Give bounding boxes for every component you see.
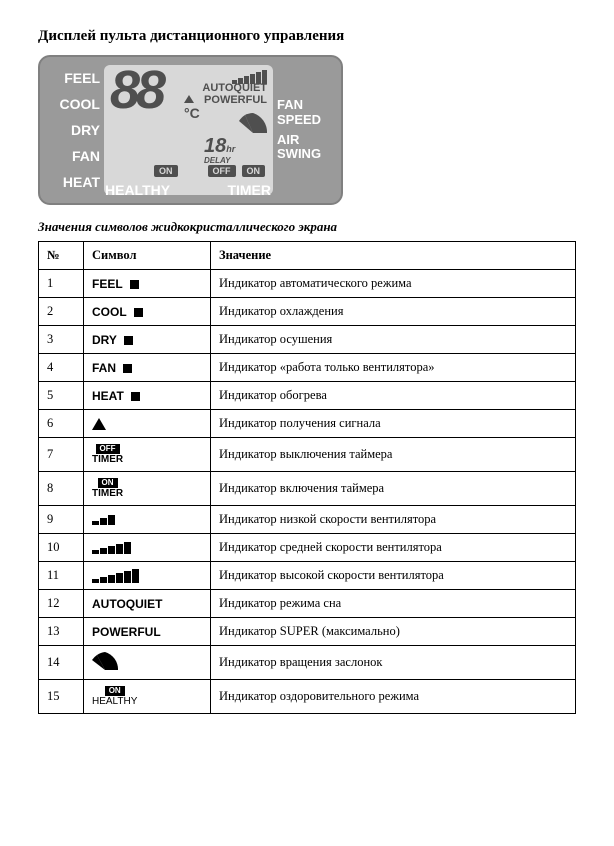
th-symbol: Символ <box>84 242 211 270</box>
subtitle: Значения символов жидкокристаллического … <box>38 219 576 235</box>
lcd-hr-num: 18 <box>204 135 226 157</box>
cell-symbol: HEAT <box>84 382 211 410</box>
cell-num: 15 <box>39 680 84 714</box>
cell-symbol: ONHEALTHY <box>84 680 211 714</box>
th-value: Значение <box>211 242 576 270</box>
lcd-deg-c: °C <box>184 105 200 121</box>
label-air-swing: AIR SWING <box>277 133 321 162</box>
lcd-autoquiet-powerful: AUTOQUIET POWERFUL <box>202 83 267 106</box>
mode-dry: DRY <box>71 123 100 137</box>
cell-num: 6 <box>39 410 84 438</box>
table-row: 12AUTOQUIETИндикатор режима сна <box>39 590 576 618</box>
remote-right-labels: FAN SPEED AIR SWING <box>273 65 333 195</box>
cell-num: 2 <box>39 298 84 326</box>
cell-value: Индикатор высокой скорости вентилятора <box>211 562 576 590</box>
cell-num: 3 <box>39 326 84 354</box>
cell-value: Индикатор вращения заслонок <box>211 646 576 680</box>
cell-value: Индикатор средней скорости вентилятора <box>211 534 576 562</box>
cell-num: 10 <box>39 534 84 562</box>
table-row: 11 Индикатор высокой скорости вентилятора <box>39 562 576 590</box>
cell-value: Индикатор SUPER (максимально) <box>211 618 576 646</box>
table-row: 4FAN Индикатор «работа только вентилятор… <box>39 354 576 382</box>
symbols-table: № Символ Значение 1FEEL Индикатор автома… <box>38 241 576 714</box>
cell-num: 8 <box>39 472 84 506</box>
lcd-hr-label: hr <box>226 144 235 154</box>
cell-symbol <box>84 506 211 534</box>
remote-bottom-labels: HEALTHY TIMER <box>105 182 271 198</box>
label-fan-speed: FAN SPEED <box>277 98 321 127</box>
page-title: Дисплей пульта дистанционного управления <box>38 28 576 45</box>
table-row: 7OFFTIMERИндикатор выключения таймера <box>39 438 576 472</box>
cell-symbol: AUTOQUIET <box>84 590 211 618</box>
remote-display: FEEL COOL DRY FAN HEAT 88 °C AUTOQUIET P… <box>38 55 343 205</box>
table-row: 15ONHEALTHYИндикатор оздоровительного ре… <box>39 680 576 714</box>
cell-symbol: OFFTIMER <box>84 438 211 472</box>
lcd-arrow-up-icon <box>184 95 194 103</box>
lcd-powerful: POWERFUL <box>204 94 267 106</box>
table-row: 6 Индикатор получения сигнала <box>39 410 576 438</box>
table-row: 2COOL Индикатор охлаждения <box>39 298 576 326</box>
lcd-on-2: ON <box>242 165 266 177</box>
table-row: 8ONTIMERИндикатор включения таймера <box>39 472 576 506</box>
lcd-hr-delay: 18hr DELAY <box>204 135 235 164</box>
table-row: 1FEEL Индикатор автоматического режима <box>39 270 576 298</box>
cell-value: Индикатор «работа только вентилятора» <box>211 354 576 382</box>
mode-feel: FEEL <box>64 71 100 85</box>
cell-symbol: COOL <box>84 298 211 326</box>
cell-value: Индикатор режима сна <box>211 590 576 618</box>
mode-cool: COOL <box>60 97 100 111</box>
remote-timer-label: TIMER <box>227 182 271 198</box>
cell-symbol: FAN <box>84 354 211 382</box>
lcd-swirl-icon <box>239 111 267 133</box>
cell-value: Индикатор оздоровительного режима <box>211 680 576 714</box>
lcd-on-1: ON <box>154 165 178 177</box>
cell-num: 4 <box>39 354 84 382</box>
table-row: 9 Индикатор низкой скорости вентилятора <box>39 506 576 534</box>
table-row: 14 Индикатор вращения заслонок <box>39 646 576 680</box>
page: Дисплей пульта дистанционного управления… <box>0 0 614 754</box>
cell-symbol <box>84 410 211 438</box>
cell-num: 13 <box>39 618 84 646</box>
cell-num: 14 <box>39 646 84 680</box>
cell-value: Индикатор включения таймера <box>211 472 576 506</box>
cell-symbol: DRY <box>84 326 211 354</box>
cell-value: Индикатор выключения таймера <box>211 438 576 472</box>
cell-symbol: ONTIMER <box>84 472 211 506</box>
remote-healthy-label: HEALTHY <box>105 182 170 198</box>
lcd-temp: 88 <box>110 65 162 121</box>
cell-value: Индикатор охлаждения <box>211 298 576 326</box>
lcd-on-off-row: ON OFF ON <box>154 165 265 177</box>
mode-fan: FAN <box>72 149 100 163</box>
cell-num: 1 <box>39 270 84 298</box>
lcd-off: OFF <box>208 165 236 177</box>
lcd-panel: 88 °C AUTOQUIET POWERFUL <box>104 65 273 195</box>
table-row: 13POWERFULИндикатор SUPER (максимально) <box>39 618 576 646</box>
table-row: 3DRY Индикатор осушения <box>39 326 576 354</box>
lcd-autoquiet: AUTOQUIET <box>202 82 267 94</box>
lcd-delay-label: DELAY <box>204 158 235 164</box>
remote-left-modes: FEEL COOL DRY FAN HEAT <box>48 65 104 195</box>
th-num: № <box>39 242 84 270</box>
cell-value: Индикатор обогрева <box>211 382 576 410</box>
cell-num: 12 <box>39 590 84 618</box>
cell-num: 5 <box>39 382 84 410</box>
cell-value: Индикатор низкой скорости вентилятора <box>211 506 576 534</box>
mode-heat: HEAT <box>63 175 100 189</box>
cell-symbol <box>84 646 211 680</box>
cell-symbol <box>84 534 211 562</box>
table-row: 10 Индикатор средней скорости вентилятора <box>39 534 576 562</box>
cell-num: 11 <box>39 562 84 590</box>
cell-symbol: FEEL <box>84 270 211 298</box>
cell-num: 7 <box>39 438 84 472</box>
cell-symbol <box>84 562 211 590</box>
cell-value: Индикатор осушения <box>211 326 576 354</box>
cell-num: 9 <box>39 506 84 534</box>
cell-symbol: POWERFUL <box>84 618 211 646</box>
cell-value: Индикатор получения сигнала <box>211 410 576 438</box>
cell-value: Индикатор автоматического режима <box>211 270 576 298</box>
table-row: 5HEAT Индикатор обогрева <box>39 382 576 410</box>
